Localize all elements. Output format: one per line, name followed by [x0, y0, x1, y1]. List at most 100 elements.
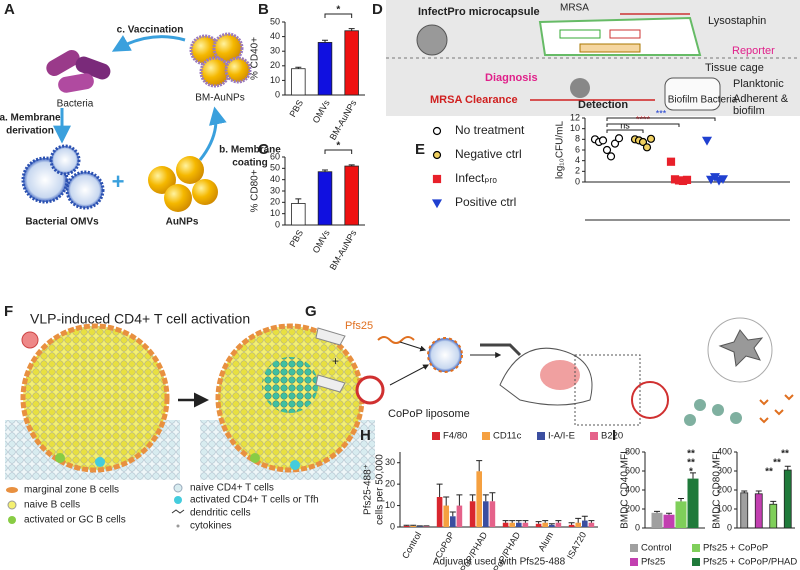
- y-tick-label: 600: [625, 465, 640, 475]
- sig-label: ****: [636, 114, 651, 124]
- panel-label: A: [4, 1, 15, 18]
- capsule-icon: [416, 24, 448, 56]
- error-bar: [548, 523, 555, 525]
- panel-label: F: [4, 303, 13, 320]
- panel-g: G Pfs25 + CoPoP liposome: [305, 303, 794, 426]
- bar: [582, 520, 588, 527]
- legend-text: No treatment: [455, 123, 525, 137]
- arrow: [111, 35, 186, 52]
- error-bar: [542, 520, 549, 523]
- sig-label: ns: [620, 120, 630, 130]
- label: c. Vaccination: [117, 25, 184, 36]
- capsule-icon: [570, 78, 590, 98]
- sig-bracket: [606, 117, 716, 121]
- legend-marker: [432, 150, 442, 160]
- x-tick-label: PBS: [287, 228, 305, 249]
- error-bar: [322, 39, 328, 43]
- data-point: [610, 139, 620, 148]
- legend-text: cytokines: [190, 521, 232, 532]
- bar: [450, 516, 456, 527]
- sig-bracket: [606, 129, 644, 133]
- bar: [436, 497, 443, 527]
- label: b. Membrane: [219, 145, 281, 156]
- error-bar: [588, 520, 595, 523]
- label: BM-AuNPs: [195, 93, 244, 104]
- x-tick-label: ISA720: [565, 530, 588, 561]
- legend-text: I-A/I-E: [548, 431, 575, 442]
- error-bar: [770, 500, 777, 505]
- y-tick-label: 200: [717, 484, 732, 494]
- error-bar: [522, 520, 529, 523]
- y-axis-label: % CD40+: [250, 37, 261, 80]
- bar: [443, 505, 449, 527]
- bar: [687, 478, 699, 528]
- bar: [675, 501, 687, 528]
- y-axis-label: Pfs25-488⁺: [363, 464, 374, 515]
- label: Lysostaphin: [708, 15, 766, 27]
- y-axis-label: % CD80+: [250, 169, 261, 212]
- error-bar: [436, 483, 443, 497]
- bar: [549, 524, 555, 527]
- sig-label: ***: [656, 108, 667, 118]
- error-bar: [456, 494, 463, 506]
- bar: [317, 171, 333, 226]
- bar: [403, 525, 410, 527]
- label: derivation: [6, 126, 54, 137]
- label: Reporter: [732, 45, 775, 57]
- plus: +: [332, 354, 339, 368]
- label: Bacteria: [57, 99, 94, 110]
- label: MRSA: [560, 3, 589, 14]
- x-tick-label: PBS: [287, 98, 305, 119]
- panel-a: A Bacteria BM-AuNPs c. Vaccination a. Me…: [0, 1, 281, 228]
- y-tick-label: 0: [635, 522, 640, 532]
- y-tick-label: 8: [575, 134, 580, 144]
- error-bar: [410, 524, 417, 526]
- x-tick-label: BM-AuNPs: [328, 98, 359, 142]
- bar: [588, 522, 595, 527]
- y-tick-label: 0: [275, 89, 280, 99]
- sig-label: **: [687, 449, 695, 460]
- error-bar: [555, 520, 562, 523]
- legend-marker: [432, 126, 442, 136]
- bar: [663, 514, 675, 528]
- sig-bracket: [324, 149, 353, 154]
- error-bar: [535, 521, 542, 524]
- error-bar: [443, 496, 450, 506]
- y-tick-label: 300: [717, 465, 732, 475]
- y-tick-label: 50: [270, 163, 280, 173]
- omvs-icon: [21, 144, 105, 210]
- x-tick-label: CoPoP: [433, 530, 456, 560]
- error-bar: [784, 465, 791, 471]
- data-point: [598, 136, 608, 145]
- sig-label: **: [765, 467, 773, 478]
- y-tick-label: 30: [270, 185, 280, 195]
- bar: [417, 526, 423, 527]
- error-bar: [741, 490, 748, 493]
- sig-bracket: [324, 13, 353, 18]
- bar: [575, 522, 581, 527]
- legend-text: activated or GC B cells: [24, 515, 126, 526]
- tissue-cage: [664, 77, 721, 111]
- y-tick-label: 20: [270, 197, 280, 207]
- y-tick-label: 30: [385, 457, 395, 467]
- legend-text: CD11c: [493, 431, 522, 442]
- error-bar: [295, 198, 302, 204]
- legend-text: marginal zone B cells: [24, 485, 119, 496]
- bar: [489, 501, 496, 527]
- x-tick-label: Alum: [536, 530, 555, 553]
- y-tick-label: 10: [570, 123, 580, 133]
- label: MRSA Clearance: [430, 94, 518, 106]
- error-bar: [575, 517, 582, 523]
- y-tick-label: 0: [275, 219, 280, 229]
- sig-label: *: [336, 141, 340, 152]
- legend-swatch: [692, 544, 700, 552]
- y-tick-label: 30: [270, 46, 280, 56]
- y-tick-label: 200: [625, 503, 640, 513]
- y-tick-label: 10: [270, 208, 280, 218]
- y-tick-label: 10: [385, 500, 395, 510]
- legend-text: Pfs25: [641, 557, 665, 568]
- x-tick-label: OMVs: [311, 228, 332, 255]
- plus: +: [112, 169, 125, 194]
- label: biofilm: [733, 105, 765, 117]
- error-bar: [666, 512, 672, 515]
